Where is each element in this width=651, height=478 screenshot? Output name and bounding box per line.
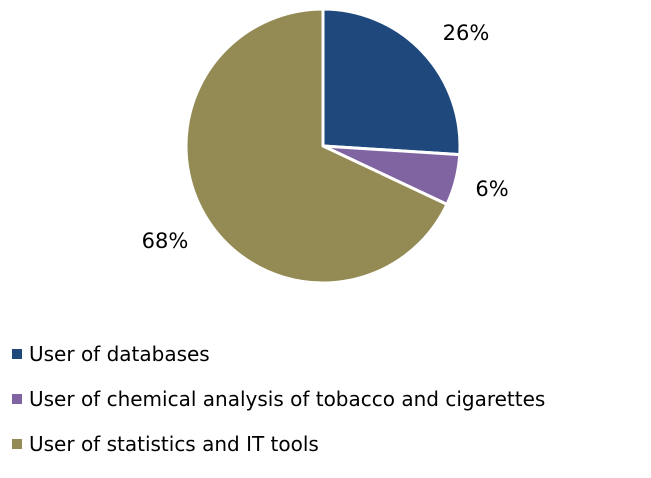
legend-label-chemical-analysis: User of chemical analysis of tobacco and… [29,387,546,411]
pie-label-chemical-analysis: 6% [475,177,508,201]
pie-chart: 26% 6% 68% [142,7,509,285]
legend-item-chemical-analysis: User of chemical analysis of tobacco and… [12,388,647,410]
pie-label-databases: 26% [443,21,490,45]
legend-label-statistics-it: User of statistics and IT tools [29,432,319,456]
pie-slice-databases [321,7,462,157]
legend: User of databases User of chemical analy… [12,343,647,478]
pie-slice-statistics-it [184,7,449,285]
legend-swatch-databases [12,349,22,359]
legend-item-statistics-it: User of statistics and IT tools [12,433,647,455]
legend-label-databases: User of databases [29,342,210,366]
legend-swatch-chemical-analysis [12,394,22,404]
pie-label-statistics-it: 68% [142,229,189,253]
legend-item-databases: User of databases [12,343,647,365]
legend-swatch-statistics-it [12,439,22,449]
